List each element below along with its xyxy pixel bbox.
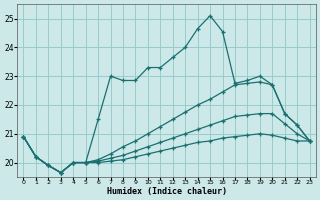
X-axis label: Humidex (Indice chaleur): Humidex (Indice chaleur) xyxy=(107,187,227,196)
